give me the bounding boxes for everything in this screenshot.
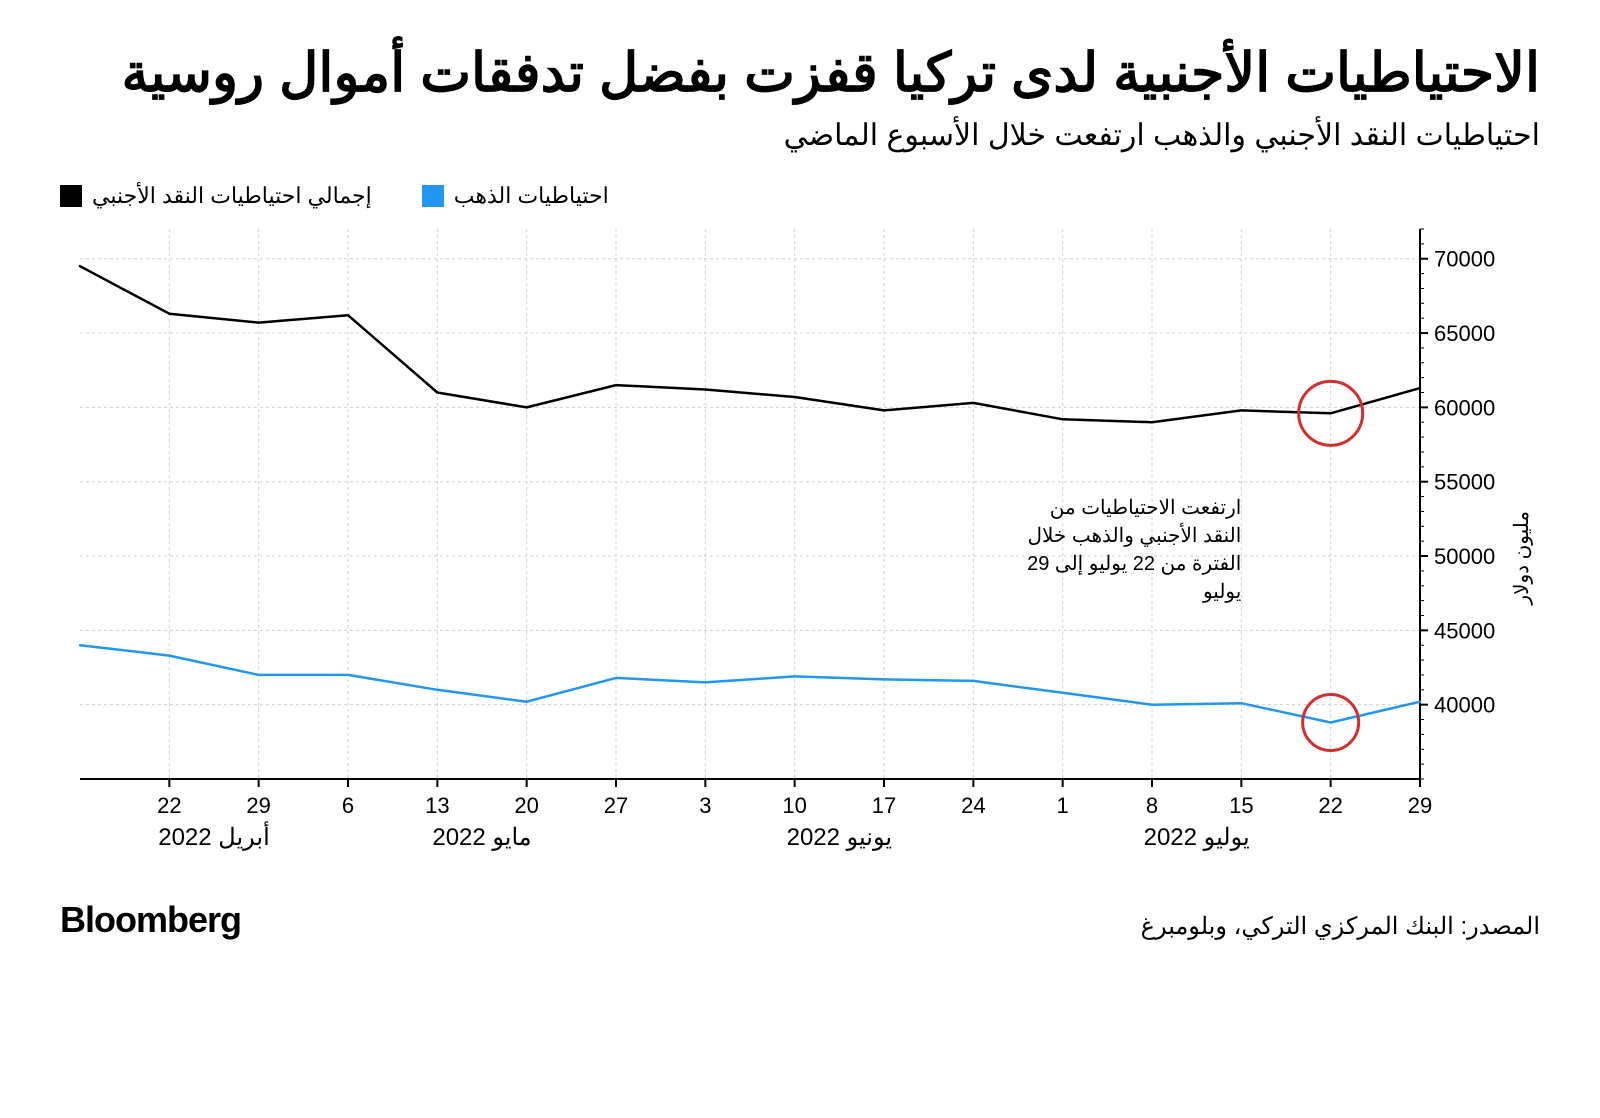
svg-text:65000: 65000	[1434, 321, 1495, 346]
footer: Bloomberg المصدر: البنك المركزي التركي، …	[60, 899, 1540, 941]
svg-text:20: 20	[514, 793, 538, 818]
legend-swatch-fx	[60, 185, 82, 207]
svg-text:22: 22	[157, 793, 181, 818]
svg-text:3: 3	[699, 793, 711, 818]
svg-text:29: 29	[246, 793, 270, 818]
y-axis-title: مليون دولار	[1510, 511, 1534, 605]
legend-label-gold: احتياطيات الذهب	[454, 183, 609, 209]
legend-label-fx: إجمالي احتياطيات النقد الأجنبي	[92, 183, 372, 209]
svg-text:1: 1	[1057, 793, 1069, 818]
legend-item-fx: إجمالي احتياطيات النقد الأجنبي	[60, 183, 372, 209]
brand-logo: Bloomberg	[60, 899, 241, 941]
chart-annotation: ارتفعت الاحتياطيات من النقد الأجنبي والذ…	[1011, 494, 1241, 606]
svg-text:60000: 60000	[1434, 395, 1495, 420]
svg-text:مايو 2022: مايو 2022	[432, 824, 531, 851]
svg-text:يونيو 2022: يونيو 2022	[787, 824, 892, 851]
chart-container: { "title": "الاحتياطيات الأجنبية لدى ترك…	[0, 0, 1600, 1118]
line-chart-svg: 40000 45000 50000 55000 60000 65000 70000 22 29 6…	[60, 219, 1540, 859]
source-text: المصدر: البنك المركزي التركي، وبلومبرغ	[1141, 912, 1540, 941]
svg-text:6: 6	[342, 793, 354, 818]
svg-text:8: 8	[1146, 793, 1158, 818]
svg-text:10: 10	[782, 793, 806, 818]
svg-text:70000: 70000	[1434, 246, 1495, 271]
svg-text:22: 22	[1318, 793, 1342, 818]
svg-text:يوليو 2022: يوليو 2022	[1144, 824, 1250, 851]
svg-text:15: 15	[1229, 793, 1253, 818]
legend-swatch-gold	[422, 185, 444, 207]
svg-text:29: 29	[1408, 793, 1432, 818]
svg-text:50000: 50000	[1434, 544, 1495, 569]
svg-text:24: 24	[961, 793, 985, 818]
svg-text:45000: 45000	[1434, 618, 1495, 643]
svg-text:أبريل 2022: أبريل 2022	[158, 820, 270, 851]
legend: إجمالي احتياطيات النقد الأجنبي احتياطيات…	[60, 183, 1540, 209]
chart-title: الاحتياطيات الأجنبية لدى تركيا قفزت بفضل…	[60, 40, 1540, 108]
svg-text:40000: 40000	[1434, 692, 1495, 717]
svg-text:17: 17	[872, 793, 896, 818]
svg-text:55000: 55000	[1434, 469, 1495, 494]
chart-subtitle: احتياطيات النقد الأجنبي والذهب ارتفعت خل…	[60, 118, 1540, 153]
svg-text:13: 13	[425, 793, 449, 818]
chart-area: 40000 45000 50000 55000 60000 65000 70000 22 29 6…	[60, 219, 1540, 859]
legend-item-gold: احتياطيات الذهب	[422, 183, 609, 209]
svg-text:27: 27	[604, 793, 628, 818]
